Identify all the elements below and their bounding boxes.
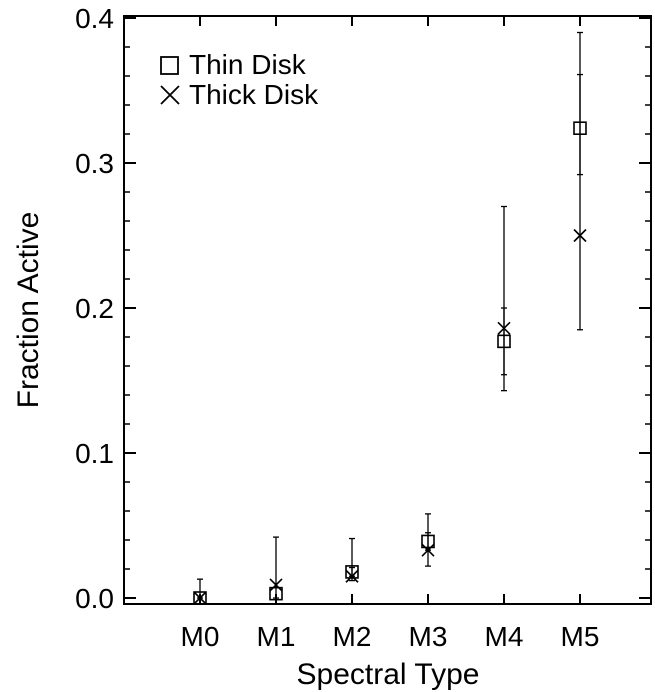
y-tick-label: 0.2 — [75, 293, 114, 324]
y-axis-title: Fraction Active — [12, 212, 45, 409]
data-point-thick-disk — [421, 543, 435, 557]
data-point-thin-disk — [269, 586, 283, 601]
axis-ticks — [124, 16, 651, 604]
x-axis-title: Spectral Type — [297, 658, 480, 691]
legend-thin-disk-label: Thin Disk — [189, 49, 307, 80]
legend-thin-disk-marker — [160, 56, 179, 75]
data-point-thick-disk — [345, 569, 359, 583]
data-point-thick-disk — [193, 591, 207, 605]
x-tick-label: M3 — [409, 621, 448, 652]
y-tick-label: 0.3 — [75, 148, 114, 179]
legend: Thin Disk Thick Disk — [160, 49, 319, 110]
x-tick-label: M0 — [181, 621, 220, 652]
data-point-thin-disk — [573, 121, 587, 135]
x-tick-label: M5 — [561, 621, 600, 652]
x-tick-label: M1 — [257, 621, 296, 652]
x-tick-label: M2 — [333, 621, 372, 652]
data-markers — [193, 121, 587, 605]
y-tick-label: 0.0 — [75, 583, 114, 614]
data-point-thin-disk — [421, 534, 435, 549]
x-tick-label: M4 — [485, 621, 524, 652]
data-point-thick-disk — [269, 578, 283, 592]
data-point-thin-disk — [497, 334, 511, 349]
data-point-thin-disk — [193, 591, 207, 605]
data-point-thick-disk — [573, 228, 587, 243]
plot-frame — [123, 15, 652, 605]
data-point-thick-disk — [497, 321, 511, 335]
data-point-thin-disk — [345, 565, 359, 579]
legend-thick-disk-label: Thick Disk — [189, 79, 319, 110]
legend-thick-disk-marker — [160, 85, 180, 105]
error-bars — [197, 31, 583, 599]
y-tick-label: 0.4 — [75, 3, 114, 34]
x-tick-labels: M0 M1 M2 M3 M4 M5 — [181, 621, 600, 652]
y-tick-labels: 0.0 0.1 0.2 0.3 0.4 — [75, 3, 114, 614]
y-tick-label: 0.1 — [75, 438, 114, 469]
